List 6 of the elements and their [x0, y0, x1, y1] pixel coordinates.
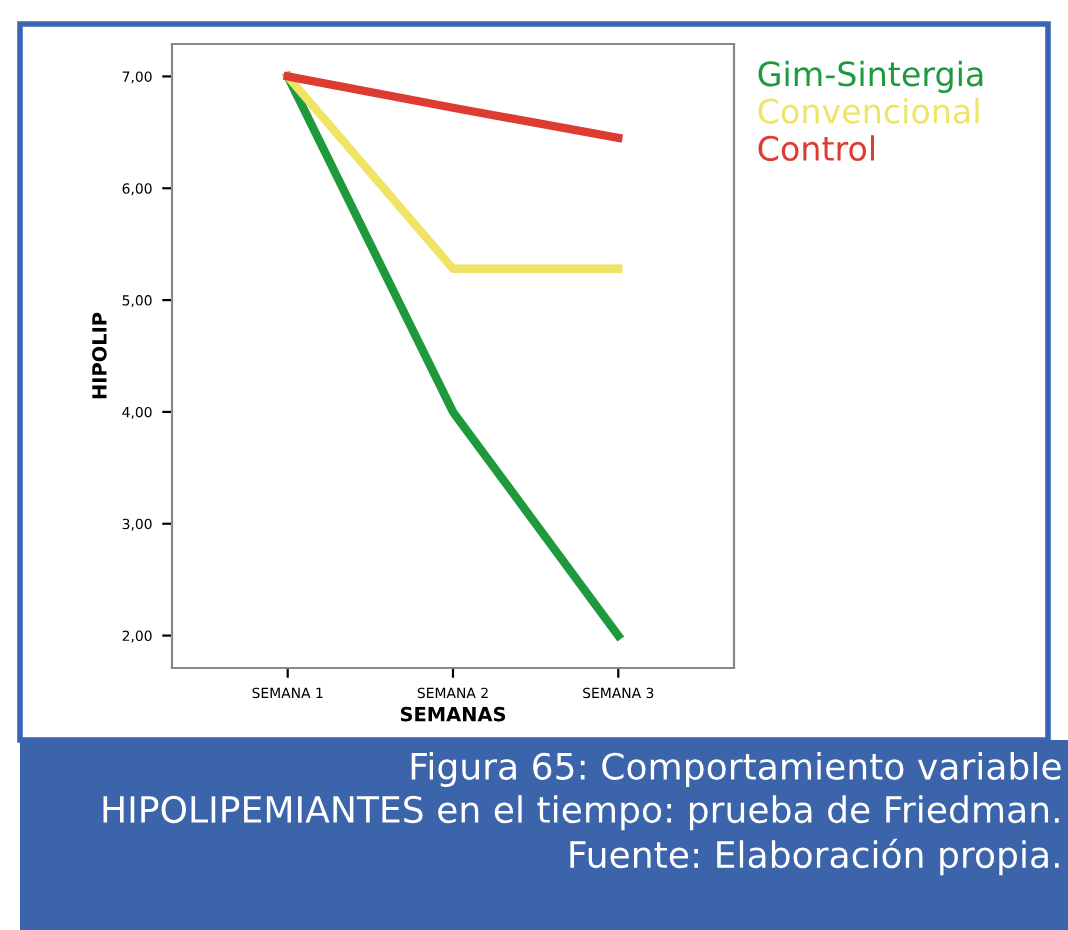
x-axis-title: SEMANAS: [400, 706, 506, 722]
text: Figura 65: Comportamiento variable HIPOLIPEMIANTES en el tiempo: prueba de Friedman. Fuente: Elaboración propia.: [103, 752, 1061, 876]
text: Convencional: [758, 97, 979, 124]
y-axis-title: HIPOLIP: [92, 312, 107, 399]
text: Gim-Sintergia: [758, 60, 983, 93]
text: Control: [758, 135, 875, 161]
